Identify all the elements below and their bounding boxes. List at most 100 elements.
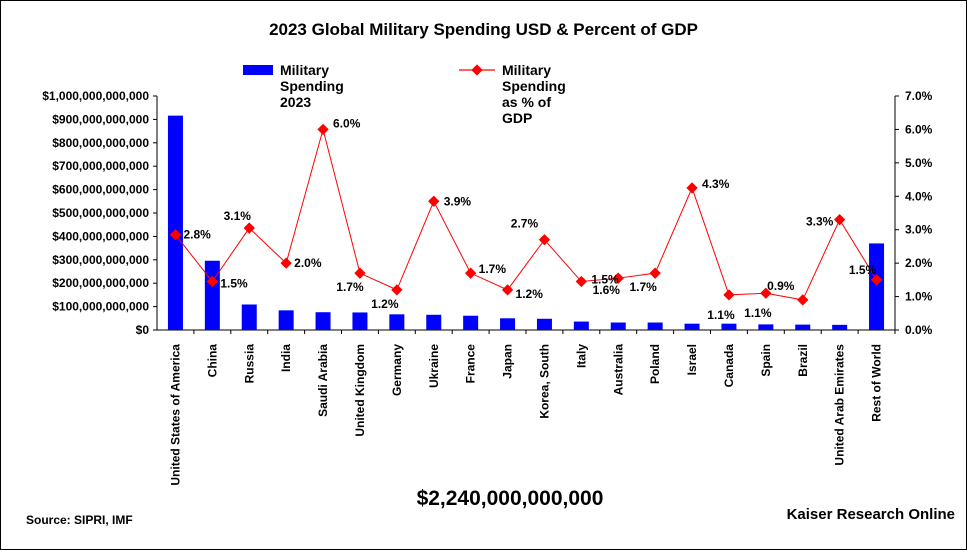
category-label: Germany bbox=[390, 344, 404, 396]
bar bbox=[795, 324, 811, 330]
category-label: United States of America bbox=[168, 344, 182, 486]
left-tick-label: $500,000,000,000 bbox=[52, 206, 149, 220]
gdp-point bbox=[317, 123, 329, 136]
gdp-data-label: 1.7% bbox=[629, 280, 657, 294]
left-tick-label: $0 bbox=[136, 323, 150, 337]
left-tick-label: $900,000,000,000 bbox=[52, 112, 149, 126]
gdp-point bbox=[280, 257, 292, 269]
gdp-data-label: 1.2% bbox=[516, 287, 544, 301]
bar bbox=[278, 310, 294, 330]
category-label: United Arab Emirates bbox=[833, 344, 847, 466]
right-tick-label: 2.0% bbox=[905, 256, 933, 270]
bar bbox=[684, 323, 700, 330]
category-label: Saudi Arabia bbox=[316, 344, 330, 417]
gdp-data-label: 1.7% bbox=[479, 262, 507, 276]
gdp-point bbox=[169, 229, 182, 241]
bar bbox=[869, 243, 885, 330]
gdp-data-label: 4.3% bbox=[702, 177, 730, 191]
gdp-point bbox=[206, 275, 219, 288]
gdp-point bbox=[870, 274, 883, 286]
legend-line-label: Military Spending as % of GDP bbox=[502, 62, 566, 126]
category-label: Spain bbox=[759, 344, 773, 377]
right-tick-label: 4.0% bbox=[905, 189, 933, 203]
right-tick-label: 7.0% bbox=[905, 89, 933, 103]
gdp-data-label: 2.8% bbox=[183, 228, 211, 242]
gdp-point bbox=[760, 287, 772, 299]
gdp-data-label: 1.6% bbox=[593, 283, 621, 297]
category-label: India bbox=[279, 344, 293, 372]
source-note: Source: SIPRI, IMF bbox=[26, 513, 133, 527]
gdp-data-label: 6.0% bbox=[333, 116, 361, 130]
bar bbox=[500, 318, 516, 330]
category-label: Australia bbox=[611, 344, 625, 396]
bar bbox=[463, 315, 479, 330]
bar bbox=[167, 115, 183, 330]
legend-bar-swatch bbox=[243, 65, 273, 75]
gdp-data-label: 3.3% bbox=[806, 215, 834, 229]
bar bbox=[536, 318, 552, 330]
category-label: Japan bbox=[501, 344, 515, 379]
category-label: China bbox=[205, 344, 219, 378]
left-tick-label: $100,000,000,000 bbox=[52, 300, 149, 314]
category-label: Russia bbox=[242, 344, 256, 384]
category-label: France bbox=[464, 344, 478, 384]
gdp-data-label: 0.9% bbox=[767, 279, 795, 293]
category-label: Korea, South bbox=[537, 344, 551, 419]
category-label: Rest of World bbox=[870, 344, 884, 422]
gdp-data-label: 1.1% bbox=[744, 306, 772, 320]
gdp-point bbox=[391, 284, 403, 296]
gdp-data-label: 1.1% bbox=[707, 308, 735, 322]
legend-line-swatch bbox=[459, 64, 495, 76]
bar bbox=[352, 312, 368, 330]
bar bbox=[204, 260, 220, 330]
gdp-point bbox=[501, 284, 514, 296]
total-spending: $2,240,000,000,000 bbox=[416, 487, 604, 510]
category-label: Poland bbox=[648, 344, 662, 384]
left-tick-label: $1,000,000,000,000 bbox=[42, 89, 149, 103]
gdp-data-label: 2.7% bbox=[511, 217, 539, 231]
gdp-data-label: 1.7% bbox=[336, 280, 364, 294]
bar bbox=[573, 321, 589, 330]
bar bbox=[647, 322, 663, 330]
gdp-data-label: 3.1% bbox=[224, 209, 252, 223]
gdp-data-label: 1.5% bbox=[220, 277, 248, 291]
gdp-point bbox=[649, 267, 661, 279]
bar bbox=[832, 324, 848, 330]
gdp-point bbox=[686, 182, 698, 194]
right-tick-label: 0.0% bbox=[905, 323, 933, 337]
right-tick-label: 3.0% bbox=[905, 223, 933, 237]
gdp-point bbox=[833, 214, 846, 226]
category-label: Israel bbox=[685, 344, 699, 375]
gdp-data-label: 3.9% bbox=[444, 194, 472, 208]
bar bbox=[610, 322, 626, 330]
gdp-point bbox=[575, 275, 588, 288]
gdp-data-label: 1.2% bbox=[371, 297, 399, 311]
category-label: Canada bbox=[722, 344, 736, 388]
right-tick-label: 1.0% bbox=[905, 290, 933, 304]
left-tick-label: $800,000,000,000 bbox=[52, 136, 149, 150]
right-tick-label: 5.0% bbox=[905, 156, 933, 170]
bar bbox=[426, 314, 442, 330]
chart-title: 2023 Global Military Spending USD & Perc… bbox=[269, 20, 698, 39]
left-tick-label: $200,000,000,000 bbox=[52, 276, 149, 290]
bar bbox=[315, 312, 331, 330]
gdp-data-label: 1.5% bbox=[591, 273, 619, 287]
bar bbox=[241, 304, 257, 330]
category-label: Brazil bbox=[796, 344, 810, 377]
category-label: Ukraine bbox=[427, 344, 441, 388]
gdp-point bbox=[538, 234, 551, 246]
legend-bar-label: Military Spending 2023 bbox=[280, 62, 344, 110]
gdp-point bbox=[354, 267, 366, 279]
bar bbox=[389, 314, 405, 330]
left-tick-label: $400,000,000,000 bbox=[52, 229, 149, 243]
gdp-point bbox=[797, 294, 809, 306]
right-tick-label: 6.0% bbox=[905, 122, 933, 136]
category-label: Italy bbox=[574, 344, 588, 368]
gdp-data-label: 2.0% bbox=[294, 256, 322, 270]
gdp-line bbox=[175, 127, 877, 301]
credit-note: Kaiser Research Online bbox=[786, 506, 955, 523]
left-tick-label: $300,000,000,000 bbox=[52, 253, 149, 267]
gdp-point bbox=[464, 267, 477, 279]
